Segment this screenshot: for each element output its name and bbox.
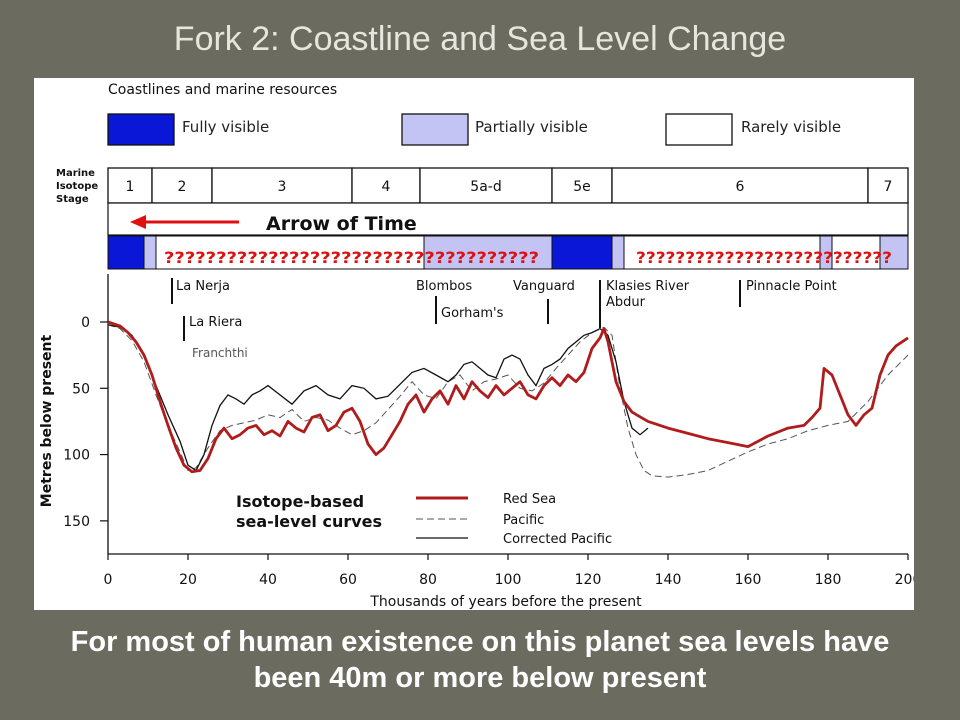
legend-red-sea-label: Red Sea: [503, 492, 556, 507]
archaeological-sites: La Nerja La Riera Franchthi Blombos Gorham's…: [171, 278, 837, 360]
x-tick-label: 0: [104, 572, 113, 588]
slide-title: Fork 2: Coastline and Sea Level Change: [173, 20, 787, 58]
y-axis-label: Metres below present: [39, 335, 55, 508]
site-label: Vanguard: [513, 279, 575, 294]
visibility-segment-rare: [623, 235, 821, 270]
slide-caption: For most of human existence on this plan…: [0, 624, 960, 696]
fully-visible-label: Fully visible: [182, 118, 269, 136]
mis-label-line: Marine: [56, 168, 95, 179]
plot-area: 0 20 40 60 80 100 120 140 160 180 200 0 50 100 150: [63, 274, 921, 588]
rarely-visible-swatch: [665, 113, 733, 146]
partially-visible-swatch: [401, 113, 469, 146]
visibility-segment-partial: [879, 235, 909, 270]
legend-corrected-pacific-label: Corrected Pacific: [503, 532, 612, 547]
site-label: Pinnacle Point: [746, 279, 837, 294]
mis-stage-cell: [867, 167, 909, 204]
fully-visible-swatch: [107, 113, 175, 146]
series-corrected-pacific: [107, 324, 649, 472]
x-tick-label: 20: [179, 572, 197, 588]
mis-label-line: Stage: [56, 194, 89, 205]
site-label: Gorham's: [441, 306, 504, 321]
visibility-segment-fully: [551, 235, 613, 270]
arrow-row: [107, 202, 909, 236]
legend-title-line: Isotope-based: [236, 492, 364, 511]
site-label: Abdur: [606, 295, 646, 310]
mis-stage-label: 3: [278, 179, 287, 195]
x-tick-label: 120: [575, 572, 602, 588]
mis-stage-cell: [107, 167, 153, 204]
site-label: Klasies River: [606, 279, 690, 294]
x-tick-label: 200: [895, 572, 914, 588]
legend-pacific-label: Pacific: [503, 513, 544, 528]
site-label: Franchthi: [192, 346, 248, 360]
visibility-segment-partial: [611, 235, 625, 270]
legend-title-line: sea-level curves: [236, 512, 382, 531]
x-tick-label: 40: [259, 572, 277, 588]
mis-label-line: Isotope: [56, 181, 98, 192]
mis-stage-label: 1: [126, 179, 135, 195]
mis-stage-label: Marine Isotope Stage: [56, 168, 98, 205]
series-red-sea: [107, 320, 909, 474]
mis-stage-cell: [551, 167, 613, 204]
mis-stage-label: 2: [178, 179, 187, 195]
y-tick-label: 0: [81, 315, 90, 331]
question-text-1: ????????????????????????????????????: [164, 248, 539, 267]
caption-line-2: been 40m or more below present: [253, 662, 707, 694]
chart-title: Coastlines and marine resources: [108, 82, 337, 98]
question-text-2: ??????????????????????????: [636, 248, 892, 267]
partially-visible-label: Partially visible: [475, 118, 588, 136]
x-tick-label: 80: [419, 572, 437, 588]
y-tick-label: 150: [63, 514, 90, 530]
x-tick-label: 100: [495, 572, 522, 588]
mis-stage-label: 5a-d: [470, 179, 501, 195]
site-label: La Nerja: [176, 279, 230, 294]
series-legend: Isotope-based sea-level curves Red Sea P…: [236, 492, 612, 547]
arrow-of-time: Arrow of Time: [130, 213, 417, 235]
sea-level-figure: Coastlines and marine resources Fully vi…: [34, 78, 921, 610]
mis-stage-label: 6: [736, 179, 745, 195]
x-axis-label: Thousands of years before the present: [369, 594, 642, 610]
x-tick-label: 160: [735, 572, 762, 588]
mis-stage-cell: [151, 167, 213, 204]
mis-stage-label: 7: [884, 179, 893, 195]
resource-legend: Fully visible Partially visible Rarely v…: [107, 113, 841, 146]
x-tick-label: 180: [815, 572, 842, 588]
visibility-segment-partial: [143, 235, 157, 270]
arrow-of-time-label: Arrow of Time: [266, 213, 417, 235]
y-tick-label: 50: [72, 381, 90, 397]
x-tick-label: 60: [339, 572, 357, 588]
sea-level-chart: Coastlines and marine resources Fully vi…: [39, 82, 921, 610]
site-label: Blombos: [416, 279, 472, 294]
site-label: La Riera: [189, 315, 242, 330]
caption-line-1: For most of human existence on this plan…: [70, 626, 890, 658]
visibility-band: [107, 235, 909, 270]
mis-stage-label: 4: [382, 179, 391, 195]
y-tick-label: 100: [63, 448, 90, 464]
mis-stage-band: 1 2 3 4 5a-d 5e 6 7: [107, 167, 909, 204]
arrow-head: [130, 215, 146, 229]
visibility-segment-fully: [107, 235, 145, 270]
visibility-segment-partial: [423, 235, 553, 270]
visibility-segment-rare: [155, 235, 425, 270]
x-tick-label: 140: [655, 572, 682, 588]
rarely-visible-label: Rarely visible: [741, 118, 841, 136]
mis-stage-label: 5e: [573, 179, 591, 195]
